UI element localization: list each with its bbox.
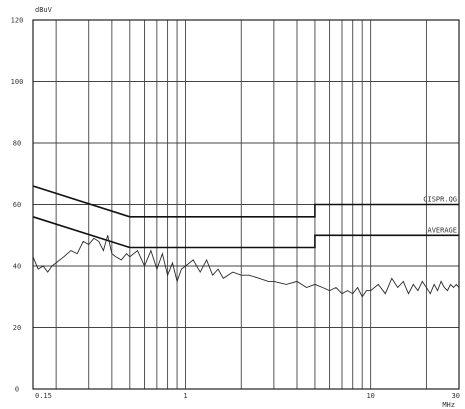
measurement-line — [32, 235, 460, 298]
y-tick-label: 0 — [15, 386, 19, 394]
y-tick-label: 20 — [13, 324, 21, 332]
x-tick-label: 1 — [183, 392, 187, 400]
x-tick-label: 10 — [366, 392, 374, 400]
measurement-trace — [32, 235, 460, 298]
y-axis-unit: dBuV — [35, 6, 53, 14]
plot-frame — [32, 19, 460, 390]
x-axis-unit: MHz — [442, 401, 455, 409]
y-tick-label: 100 — [11, 78, 24, 86]
series-label: CISPR.QG — [423, 196, 457, 204]
x-tick-label: 0.15 — [35, 392, 52, 400]
y-tick-label: 60 — [13, 201, 21, 209]
x-tick-label: 30 — [452, 392, 460, 400]
series-label: AVERAGE — [427, 226, 457, 234]
limit-lines — [32, 185, 459, 249]
y-tick-label: 40 — [13, 263, 21, 271]
y-axis-ticks: 0 20 40 60 80 100 120 — [11, 17, 24, 394]
y-tick-label: 80 — [13, 140, 21, 148]
limit-line-1 — [32, 216, 459, 249]
series-annotations: CISPR.QG AVERAGE — [423, 196, 457, 235]
x-axis-ticks: 0.15 1 10 30 — [35, 392, 460, 400]
y-tick-label: 120 — [11, 17, 24, 25]
limit-line-0 — [32, 185, 459, 218]
